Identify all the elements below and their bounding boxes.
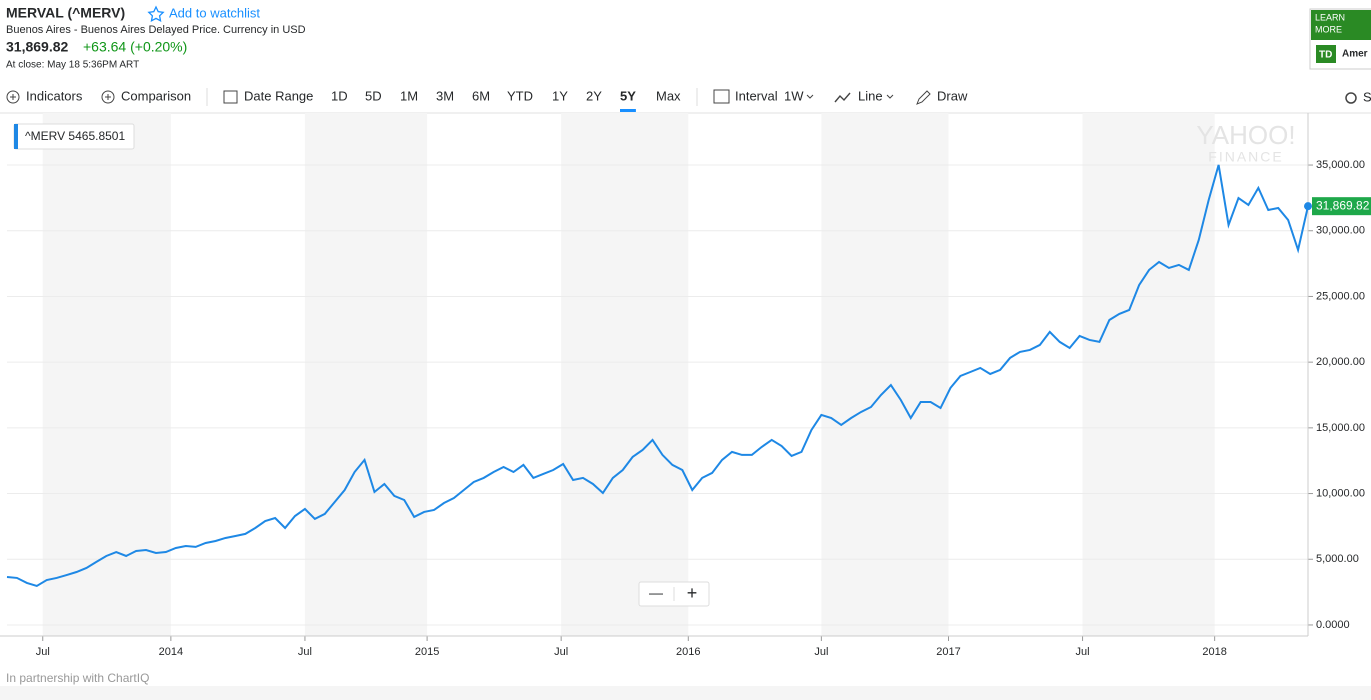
last-price-tag (1312, 197, 1371, 216)
range-button[interactable]: 1Y (552, 88, 568, 103)
plus-icon (105, 94, 111, 100)
x-tick-label: 2016 (676, 646, 700, 658)
date-range-button[interactable]: Date Range (244, 88, 313, 103)
chart-type-button[interactable]: Line (858, 88, 883, 103)
range-button[interactable]: 1M (400, 88, 418, 103)
range-button[interactable]: 6M (472, 88, 490, 103)
range-button[interactable]: YTD (507, 88, 533, 103)
ad-top (1311, 10, 1371, 40)
last-point (1304, 202, 1312, 211)
quote-price: 31,869.82 (6, 39, 68, 55)
range-button[interactable]: 5Y (620, 88, 636, 103)
toolbar: Indicators Comparison Date Range Interva… (6, 88, 1371, 106)
zoom-in[interactable]: + (687, 583, 698, 603)
range-button[interactable]: 1D (331, 88, 348, 103)
ad-logo-bg (1316, 45, 1336, 63)
y-tick-label: 15,000.00 (1316, 422, 1365, 434)
period-shade (42, 113, 171, 636)
legend-label: ^MERV 5465.8501 (25, 129, 125, 143)
chart: 0.0000 5,000.00 10,000.00 15,000.00 20,000.0… (0, 112, 1371, 658)
period-shade (561, 113, 689, 636)
y-tick-label: 30,000.00 (1316, 225, 1365, 237)
indicators-button[interactable]: Indicators (26, 88, 83, 103)
period-shade (1082, 113, 1215, 636)
watermark: FINANCE (1208, 149, 1283, 165)
y-tick-label: 20,000.00 (1316, 356, 1365, 368)
period-shade (304, 113, 428, 636)
ad-line1: LEARN (1315, 12, 1345, 22)
quote-change: +63.64 (+0.20%) (83, 39, 187, 55)
draw-icon (916, 90, 931, 105)
plus-icon (6, 90, 20, 104)
close-note: At close: May 18 5:36PM ART (6, 60, 139, 71)
x-tick-label: 2014 (159, 646, 183, 658)
star-icon[interactable] (147, 5, 165, 23)
chevron (806, 94, 814, 99)
range-button[interactable]: Max (656, 88, 681, 103)
ad-line2: MORE (1315, 24, 1342, 34)
last-price-label: 31,869.82 (1316, 198, 1370, 212)
zoom-out[interactable]: — (649, 585, 663, 601)
range-button[interactable]: 5D (365, 88, 382, 103)
y-tick-label: 25,000.00 (1316, 290, 1365, 302)
legend-swatch (14, 124, 18, 149)
y-tick-label: 35,000.00 (1316, 159, 1365, 171)
quote-subtitle: Buenos Aires - Buenos Aires Delayed Pric… (6, 24, 306, 36)
quote-title: MERVAL (^MERV) (6, 5, 125, 21)
comparison-button[interactable]: Comparison (121, 88, 191, 103)
price-line (6, 164, 1309, 588)
footer-note: In partnership with ChartIQ (6, 671, 149, 685)
x-tick-label: Jul (814, 646, 828, 658)
settings-button[interactable]: S (1363, 89, 1371, 104)
ad-logo: TD (1319, 50, 1332, 61)
x-tick-label: Jul (298, 646, 312, 658)
plus-icon (10, 94, 16, 100)
x-tick-label: 2018 (1202, 646, 1226, 658)
x-tick-label: Jul (1076, 646, 1090, 658)
range-underline (620, 109, 636, 112)
settings-icon[interactable] (1345, 92, 1357, 104)
plus-icon (101, 90, 115, 104)
interval-value[interactable]: 1W (784, 88, 804, 103)
x-tick-label: Jul (36, 646, 50, 658)
y-tick-label: 10,000.00 (1316, 487, 1365, 499)
watermark: YAHOO! (1196, 120, 1295, 150)
chevron (886, 94, 894, 99)
period-shade (821, 113, 949, 636)
range-button[interactable]: 2Y (586, 88, 602, 103)
draw-button[interactable]: Draw (937, 88, 968, 103)
footer-bg (0, 686, 1371, 700)
x-tick-label: 2015 (415, 646, 439, 658)
x-tick-label: 2017 (936, 646, 960, 658)
y-tick-label: 5,000.00 (1316, 553, 1359, 565)
ad-brand: Amer (1342, 49, 1368, 60)
line-icon (834, 92, 851, 103)
x-tick-label: Jul (554, 646, 568, 658)
calendar-icon (223, 90, 238, 104)
y-tick-label: 0.0000 (1316, 619, 1350, 631)
interval-button[interactable]: Interval (735, 88, 778, 103)
watchlist-link[interactable]: Add to watchlist (169, 5, 260, 20)
range-button[interactable]: 3M (436, 88, 454, 103)
interval-icon (713, 89, 730, 104)
